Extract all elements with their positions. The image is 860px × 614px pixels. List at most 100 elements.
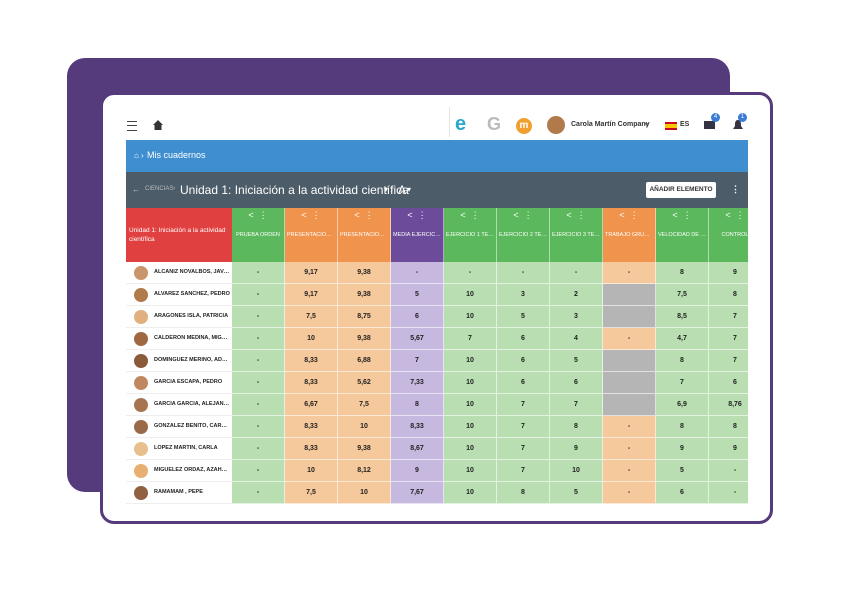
grade-cell[interactable]: 10	[338, 416, 391, 438]
student-name[interactable]: CALDERÓN MEDINA, MIGUEL	[154, 335, 230, 341]
grade-cell[interactable]: 7,5	[338, 394, 391, 416]
column-label[interactable]: EJERCICIO 1 TEM...	[446, 232, 494, 238]
grade-cell[interactable]: 8	[497, 482, 550, 504]
grade-cell[interactable]: 8,33	[391, 416, 444, 438]
home-icon[interactable]	[153, 120, 163, 130]
grade-cell[interactable]: 10	[444, 460, 497, 482]
grade-cell[interactable]: 6	[497, 350, 550, 372]
grade-cell[interactable]: 10	[285, 328, 338, 350]
empty-cell[interactable]	[603, 372, 656, 394]
grade-cell[interactable]: 3	[550, 306, 603, 328]
grade-cell[interactable]: 8	[656, 416, 709, 438]
grade-cell[interactable]: 6	[391, 306, 444, 328]
grade-cell[interactable]: 9,38	[338, 262, 391, 284]
grade-cell[interactable]: 9,38	[338, 284, 391, 306]
home-icon[interactable]: ⌂ ›	[134, 151, 144, 160]
grade-cell[interactable]: 9,17	[285, 262, 338, 284]
empty-cell[interactable]	[603, 306, 656, 328]
grade-cell[interactable]: 5,62	[338, 372, 391, 394]
app-logo[interactable]: G	[487, 114, 502, 134]
grade-cell[interactable]: 8,33	[285, 372, 338, 394]
menu-icon[interactable]	[127, 121, 137, 131]
grade-cell[interactable]: -	[550, 262, 603, 284]
student-name[interactable]: GARCÍA GARCÍA, ALEJANDRO	[154, 401, 230, 407]
grade-cell[interactable]: 6	[497, 372, 550, 394]
grade-cell[interactable]: -	[232, 284, 285, 306]
grade-cell[interactable]: 8	[550, 416, 603, 438]
grade-cell[interactable]: 7	[497, 438, 550, 460]
subject[interactable]: CIENCIAS	[145, 186, 174, 192]
column-label[interactable]: MEDIA EJERCICI...	[393, 232, 441, 238]
grade-cell[interactable]: -	[232, 394, 285, 416]
student-name[interactable]: RAMAMAM , PEPE	[154, 489, 203, 495]
grade-cell[interactable]: -	[603, 262, 656, 284]
column-actions[interactable]: < ⋮	[672, 210, 692, 220]
grade-cell[interactable]: 10	[444, 306, 497, 328]
column-actions[interactable]: < ⋮	[354, 210, 374, 220]
empty-cell[interactable]	[603, 394, 656, 416]
grade-cell[interactable]: 8	[656, 262, 709, 284]
grade-cell[interactable]: 6	[497, 328, 550, 350]
grade-cell[interactable]: 8,33	[285, 350, 338, 372]
grade-cell[interactable]: 9	[391, 460, 444, 482]
grade-cell[interactable]: 10	[444, 416, 497, 438]
grade-cell[interactable]: 7	[444, 328, 497, 350]
grade-cell[interactable]: 7,33	[391, 372, 444, 394]
empty-cell[interactable]	[603, 350, 656, 372]
add-button[interactable]: AÑADIR ELEMENTO	[646, 182, 716, 198]
bell-icon[interactable]	[733, 120, 743, 131]
grade-cell[interactable]: -	[497, 262, 550, 284]
student-name[interactable]: LÓPEZ MARTÍN, CARLA	[154, 445, 218, 451]
student-name[interactable]: ARAGONÉS ISLA, PATRICIA	[154, 313, 229, 319]
grade-cell[interactable]: 10	[444, 284, 497, 306]
grade-cell[interactable]: 7	[497, 460, 550, 482]
grade-cell[interactable]: 8,67	[391, 438, 444, 460]
grade-cell[interactable]: -	[603, 482, 656, 504]
grade-cell[interactable]: 8	[709, 284, 748, 306]
grade-cell[interactable]: 5	[391, 284, 444, 306]
column-actions[interactable]: < ⋮	[460, 210, 480, 220]
grade-cell[interactable]: 9,38	[338, 438, 391, 460]
grade-cell[interactable]: -	[232, 262, 285, 284]
grade-cell[interactable]: 3	[497, 284, 550, 306]
grade-cell[interactable]: 4	[550, 328, 603, 350]
grade-cell[interactable]: -	[232, 438, 285, 460]
grade-cell[interactable]: 2	[550, 284, 603, 306]
grade-cell[interactable]: 7,67	[391, 482, 444, 504]
empty-cell[interactable]	[603, 284, 656, 306]
column-label[interactable]: TRABAJO GRUPO...	[605, 232, 653, 238]
grade-cell[interactable]: 8	[709, 416, 748, 438]
grade-cell[interactable]: -	[444, 262, 497, 284]
grade-cell[interactable]: 5,67	[391, 328, 444, 350]
dropdown-caret[interactable]: ▾	[645, 122, 649, 128]
back-arrow[interactable]: ←	[132, 185, 140, 194]
flag[interactable]	[665, 122, 677, 130]
app-logo[interactable]: e	[455, 113, 467, 135]
grade-cell[interactable]: 10	[444, 394, 497, 416]
grade-cell[interactable]: 5	[550, 482, 603, 504]
grade-cell[interactable]: 10	[444, 372, 497, 394]
column-label[interactable]: PRESENTACIÓN ...	[340, 232, 388, 238]
grade-cell[interactable]: 9,38	[338, 328, 391, 350]
unit-title[interactable]: Unidad 1: Iniciación a la actividad cien…	[180, 183, 409, 197]
grade-cell[interactable]: 10	[550, 460, 603, 482]
grade-cell[interactable]: 6	[656, 482, 709, 504]
grade-cell[interactable]: -	[232, 482, 285, 504]
grade-cell[interactable]: 7	[497, 394, 550, 416]
column-actions[interactable]: < ⋮	[619, 210, 639, 220]
grade-cell[interactable]: 7	[709, 350, 748, 372]
grade-cell[interactable]: 10	[444, 350, 497, 372]
grade-cell[interactable]: 10	[444, 482, 497, 504]
grade-cell[interactable]: 7	[656, 372, 709, 394]
grade-cell[interactable]: -	[603, 460, 656, 482]
column-label[interactable]: EJERCICIO 3 TEM...	[552, 232, 600, 238]
column-actions[interactable]: < ⋮	[566, 210, 586, 220]
grade-cell[interactable]: 8,33	[285, 438, 338, 460]
grade-cell[interactable]: 8	[656, 350, 709, 372]
grade-cell[interactable]: 7	[550, 394, 603, 416]
grade-cell[interactable]: 10	[444, 438, 497, 460]
grade-cell[interactable]: 5	[497, 306, 550, 328]
grade-cell[interactable]: -	[232, 350, 285, 372]
grade-cell[interactable]: 7	[709, 306, 748, 328]
grade-cell[interactable]: -	[232, 416, 285, 438]
